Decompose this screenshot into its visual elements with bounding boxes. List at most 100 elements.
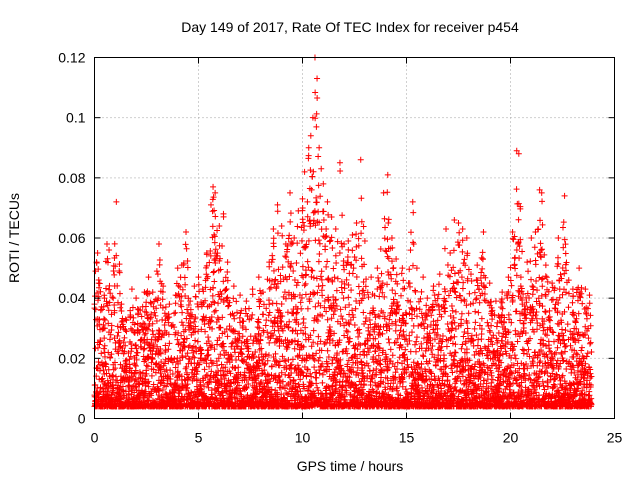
data-point-fill — [358, 230, 365, 237]
data-point-fill — [281, 289, 288, 296]
data-point-fill — [279, 378, 286, 385]
data-point-fill — [147, 299, 154, 306]
data-point-fill — [373, 365, 380, 372]
data-point-fill — [127, 325, 134, 332]
data-point-fill — [490, 332, 497, 339]
data-point-fill — [319, 282, 326, 289]
data-point-fill — [182, 241, 189, 248]
data-point-fill — [479, 256, 486, 263]
data-point-fill — [378, 270, 385, 277]
data-point-fill — [231, 315, 238, 322]
data-point-fill — [308, 343, 315, 350]
data-point-fill — [340, 295, 347, 302]
data-point-fill — [301, 222, 308, 229]
data-point-fill — [127, 353, 134, 360]
data-point-fill — [116, 261, 123, 268]
data-point-fill — [417, 295, 424, 302]
data-point-fill — [444, 261, 451, 268]
data-point-fill — [133, 356, 140, 363]
data-point-fill — [300, 316, 307, 323]
data-point-fill — [349, 307, 356, 314]
data-point-fill — [355, 283, 362, 290]
data-point-fill — [222, 286, 229, 293]
data-point-fill — [138, 313, 145, 320]
data-point-fill — [498, 304, 505, 311]
data-point-fill — [98, 350, 105, 357]
data-point-fill — [110, 267, 117, 274]
data-point-fill — [382, 224, 389, 231]
data-point-fill — [107, 354, 114, 361]
data-point-fill — [278, 318, 285, 325]
data-point-fill — [315, 182, 322, 189]
data-point-fill — [136, 329, 143, 336]
data-point-fill — [479, 265, 486, 272]
data-point-fill — [313, 380, 320, 387]
data-point-fill — [475, 309, 482, 316]
data-point-fill — [224, 268, 231, 275]
data-point-fill — [201, 366, 208, 373]
data-point-fill — [118, 308, 125, 315]
data-point-fill — [305, 152, 312, 159]
data-point-fill — [205, 351, 212, 358]
data-point-fill — [461, 256, 468, 263]
data-point-fill — [279, 232, 286, 239]
data-point-fill — [223, 286, 230, 293]
data-point-fill — [299, 219, 306, 226]
data-point-fill — [121, 334, 128, 341]
data-point-fill — [384, 236, 391, 243]
data-point-fill — [111, 307, 118, 314]
data-point-fill — [192, 293, 199, 300]
data-point-fill — [267, 284, 274, 291]
data-point-fill — [397, 327, 404, 334]
data-point-fill — [393, 322, 400, 329]
data-point-fill — [334, 275, 341, 282]
data-point-fill — [211, 207, 218, 214]
data-point-fill — [285, 356, 292, 363]
data-point-fill — [139, 369, 146, 376]
data-point-fill — [316, 240, 323, 247]
data-point-fill — [338, 313, 345, 320]
data-point-fill — [115, 350, 122, 357]
data-point-fill — [126, 365, 133, 372]
data-point-fill — [114, 299, 121, 306]
data-point-fill — [209, 208, 216, 215]
data-point-fill — [458, 345, 465, 352]
data-point-fill — [297, 250, 304, 257]
data-point-fill — [205, 334, 212, 341]
data-point-fill — [134, 349, 141, 356]
data-point-fill — [235, 364, 242, 371]
data-point-fill — [120, 339, 127, 346]
data-point-fill — [489, 376, 496, 383]
data-point-fill — [102, 360, 109, 367]
data-point-fill — [153, 317, 160, 324]
data-point-fill — [309, 173, 316, 180]
data-point-fill — [308, 373, 315, 380]
data-point-fill — [398, 270, 405, 277]
data-point-fill — [303, 271, 310, 278]
data-point-fill — [179, 309, 186, 316]
data-point-fill — [104, 388, 111, 395]
data-point-fill — [101, 335, 108, 342]
data-point-fill — [478, 315, 485, 322]
data-point-fill — [274, 230, 281, 237]
data-point-fill — [94, 385, 101, 392]
data-point-fill — [226, 323, 233, 330]
data-point-fill — [449, 307, 456, 314]
data-point-fill — [311, 290, 318, 297]
data-point-fill — [126, 356, 133, 363]
data-point-fill — [435, 281, 442, 288]
data-point-fill — [107, 290, 114, 297]
data-point-fill — [365, 362, 372, 369]
data-point-fill — [100, 345, 107, 352]
data-point-fill — [372, 314, 379, 321]
data-point-fill — [312, 303, 319, 310]
data-point-fill — [276, 358, 283, 365]
data-point-fill — [123, 369, 130, 376]
data-point-fill — [478, 336, 485, 343]
data-point-fill — [122, 327, 129, 334]
data-point-fill — [132, 363, 139, 370]
data-point-fill — [381, 235, 388, 242]
data-point-fill — [108, 351, 115, 358]
data-point-fill — [100, 367, 107, 374]
data-point-fill — [351, 322, 358, 329]
